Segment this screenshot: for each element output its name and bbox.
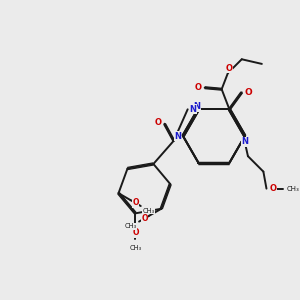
Text: CH₃: CH₃ — [129, 245, 142, 251]
Text: N: N — [241, 137, 248, 146]
Text: O: O — [269, 184, 276, 193]
Text: O: O — [226, 64, 233, 73]
Text: O: O — [155, 118, 162, 127]
Text: CH₃: CH₃ — [287, 186, 300, 192]
Text: N: N — [194, 102, 200, 111]
Text: CH₃: CH₃ — [143, 208, 155, 214]
Text: CH₃: CH₃ — [125, 223, 137, 229]
Text: O: O — [141, 214, 148, 223]
Text: O: O — [132, 228, 139, 237]
Text: N: N — [174, 132, 181, 141]
Text: O: O — [195, 83, 202, 92]
Text: O: O — [245, 88, 252, 97]
Text: O: O — [132, 198, 139, 207]
Text: N: N — [189, 105, 197, 114]
